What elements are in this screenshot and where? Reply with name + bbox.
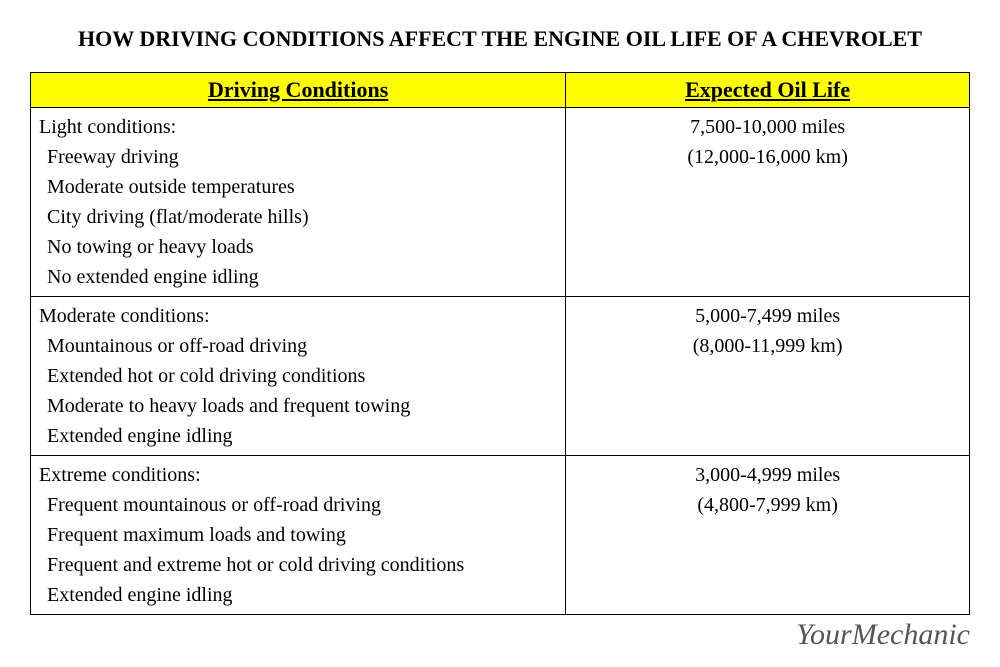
oil-life-miles: 7,500-10,000 miles — [574, 112, 961, 142]
condition-item: City driving (flat/moderate hills) — [39, 202, 557, 232]
conditions-cell: Light conditions:Freeway drivingModerate… — [31, 107, 566, 296]
oil-life-cell: 3,000-4,999 miles(4,800-7,999 km) — [566, 455, 970, 614]
condition-item: Frequent mountainous or off-road driving — [39, 490, 557, 520]
condition-item: Extended engine idling — [39, 580, 557, 610]
oil-life-km: (4,800-7,999 km) — [574, 490, 961, 520]
condition-item: Frequent and extreme hot or cold driving… — [39, 550, 557, 580]
condition-item: Extended hot or cold driving conditions — [39, 361, 557, 391]
condition-item: Moderate outside temperatures — [39, 172, 557, 202]
watermark-logo: YourMechanic — [796, 618, 970, 652]
condition-item: Mountainous or off-road driving — [39, 331, 557, 361]
condition-label: Light conditions: — [39, 112, 557, 142]
condition-label: Extreme conditions: — [39, 460, 557, 490]
condition-label: Moderate conditions: — [39, 301, 557, 331]
condition-item: No towing or heavy loads — [39, 232, 557, 262]
oil-life-cell: 7,500-10,000 miles(12,000-16,000 km) — [566, 107, 970, 296]
table-row: Extreme conditions:Frequent mountainous … — [31, 455, 970, 614]
col-header-oil-life: Expected Oil Life — [566, 72, 970, 107]
oil-life-km: (8,000-11,999 km) — [574, 331, 961, 361]
page-title: HOW DRIVING CONDITIONS AFFECT THE ENGINE… — [50, 25, 950, 54]
oil-life-table: Driving Conditions Expected Oil Life Lig… — [30, 72, 970, 615]
condition-item: No extended engine idling — [39, 262, 557, 292]
oil-life-cell: 5,000-7,499 miles(8,000-11,999 km) — [566, 296, 970, 455]
condition-item: Frequent maximum loads and towing — [39, 520, 557, 550]
oil-life-km: (12,000-16,000 km) — [574, 142, 961, 172]
table-body: Light conditions:Freeway drivingModerate… — [31, 107, 970, 614]
condition-item: Moderate to heavy loads and frequent tow… — [39, 391, 557, 421]
col-header-conditions: Driving Conditions — [31, 72, 566, 107]
table-row: Light conditions:Freeway drivingModerate… — [31, 107, 970, 296]
oil-life-miles: 5,000-7,499 miles — [574, 301, 961, 331]
condition-item: Extended engine idling — [39, 421, 557, 451]
conditions-cell: Extreme conditions:Frequent mountainous … — [31, 455, 566, 614]
conditions-cell: Moderate conditions:Mountainous or off-r… — [31, 296, 566, 455]
condition-item: Freeway driving — [39, 142, 557, 172]
table-row: Moderate conditions:Mountainous or off-r… — [31, 296, 970, 455]
oil-life-miles: 3,000-4,999 miles — [574, 460, 961, 490]
